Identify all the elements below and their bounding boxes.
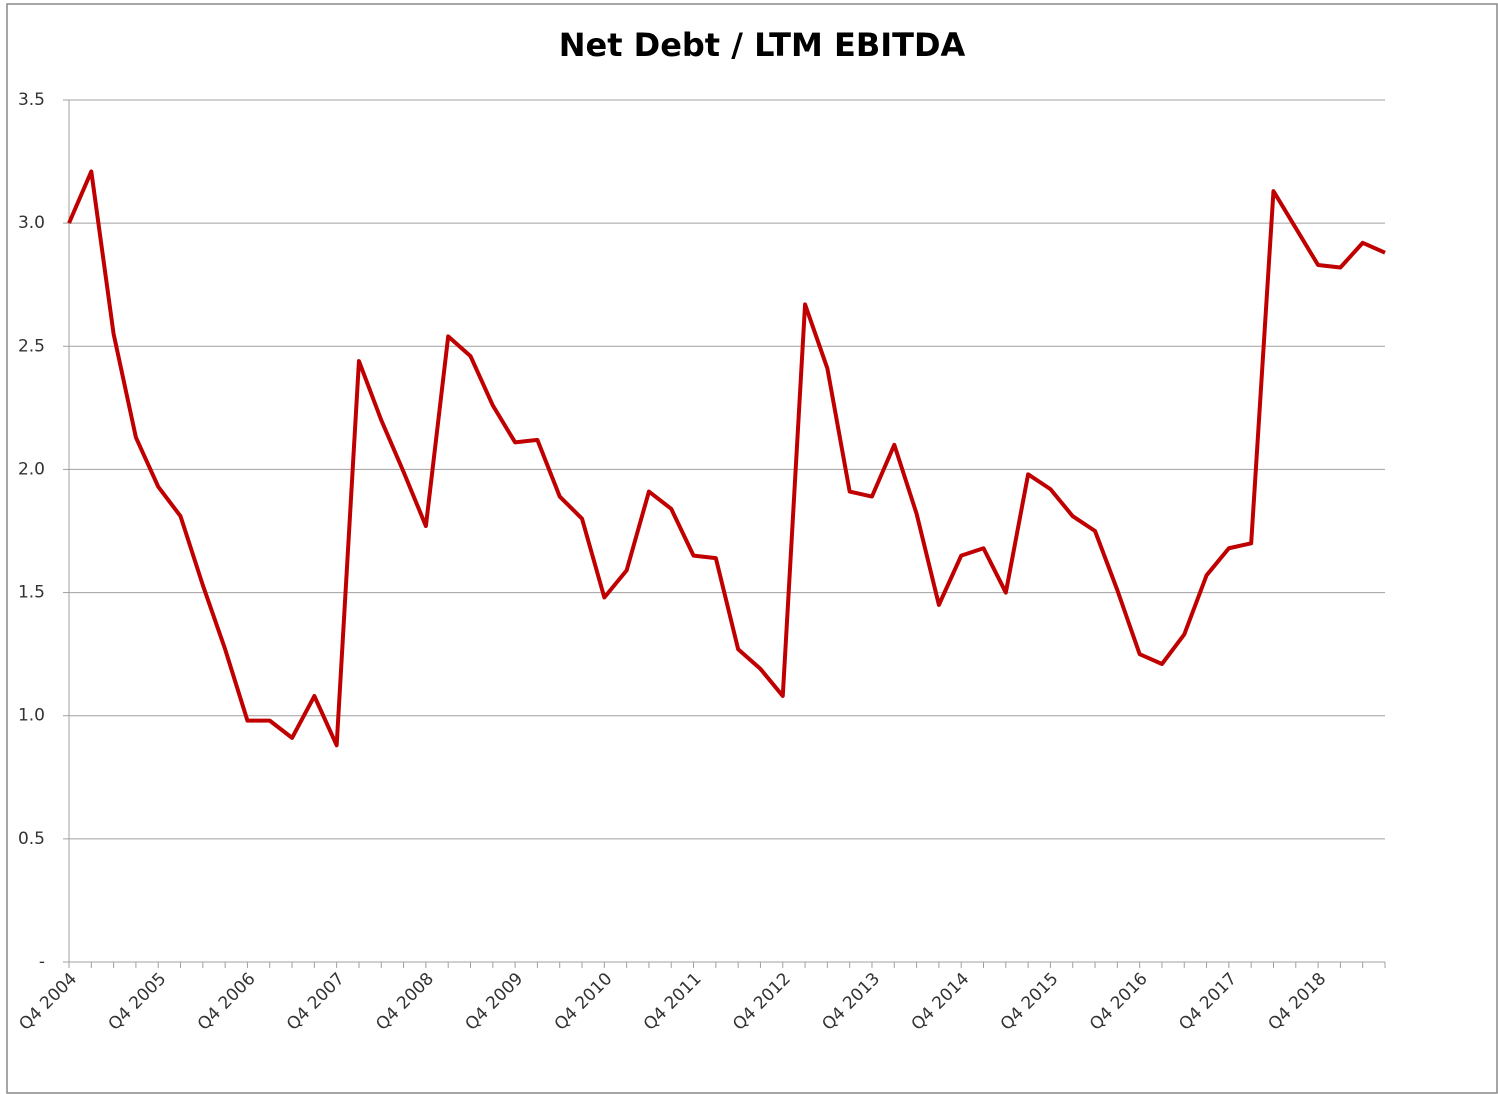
- y-tick-label: 3.5: [18, 90, 45, 110]
- chart-title: Net Debt / LTM EBITDA: [559, 26, 966, 64]
- y-tick-label: 3.0: [18, 213, 45, 233]
- y-tick-label: 2.5: [18, 336, 45, 356]
- y-tick-label: 1.0: [18, 706, 45, 726]
- y-tick-label: 0.5: [18, 829, 45, 849]
- chart-frame: [6, 3, 1498, 1094]
- y-tick-label: 1.5: [18, 583, 45, 603]
- data-line: [67, 169, 1386, 748]
- y-tick-label: 2.0: [18, 459, 45, 479]
- y-tick-label: -: [39, 952, 45, 972]
